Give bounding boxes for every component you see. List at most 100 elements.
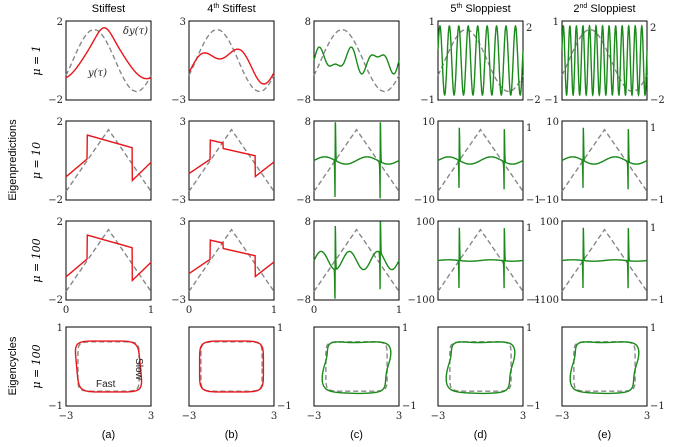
eigen-cycle — [321, 341, 392, 395]
cycle-ytick-right-top: 1 — [526, 323, 532, 334]
subplot-label-4: (e) — [598, 429, 611, 441]
row-label-2: μ = 100 — [30, 238, 43, 282]
ytick-right-top: 1 — [650, 223, 656, 234]
eigen-series — [561, 127, 648, 190]
panel-frame — [188, 120, 275, 201]
eigen-series — [188, 138, 275, 179]
panel-frame — [188, 20, 275, 101]
ytick-right-bottom: −1 — [650, 195, 665, 206]
panel-a-row3 — [65, 326, 152, 407]
panel-e-row2 — [561, 220, 648, 301]
cycle-xtick-left: −3 — [431, 411, 446, 422]
group-label-cycles: Eigencycles — [7, 336, 19, 395]
ytick-top: 1 — [553, 17, 559, 28]
reference-series — [313, 228, 400, 292]
ytick-bottom: −1 — [544, 95, 559, 106]
panel-a-row1 — [65, 120, 152, 201]
panel-a-row0 — [65, 20, 152, 101]
panel-b-row3 — [188, 326, 275, 407]
cycle-xtick-right: 3 — [644, 411, 650, 422]
eigen-series — [65, 234, 152, 283]
ytick-right-bottom: −1 — [650, 295, 665, 306]
cycle-xtick-left: −3 — [555, 411, 570, 422]
annotation-y: y(τ) — [87, 68, 107, 79]
eigen-series — [188, 238, 275, 279]
cycle-ytick-right-top: 1 — [650, 323, 656, 334]
panel-e-row0 — [561, 20, 648, 101]
cycle-ytick-right-top: 1 — [402, 323, 408, 334]
panel-b-row2 — [188, 220, 275, 301]
panel-a-row2 — [65, 220, 152, 301]
ytick-bottom: −100 — [408, 295, 435, 306]
ytick-right-top: 1 — [650, 123, 656, 134]
eigen-series — [562, 227, 647, 289]
column-title-0: Stiffest — [92, 3, 125, 15]
panel-frame — [188, 220, 275, 301]
ytick-right-top: 2 — [526, 23, 532, 34]
cycle-xtick-right: 3 — [148, 411, 154, 422]
ytick-top: 2 — [57, 17, 63, 28]
ytick-bottom: −100 — [532, 295, 559, 306]
cycle-xtick-left: −3 — [307, 411, 322, 422]
eigen-series — [188, 48, 275, 85]
eigen-cycle — [445, 341, 516, 395]
subplot-label-2: (c) — [350, 429, 363, 441]
time-xtick-right: 1 — [271, 305, 277, 316]
reference-series — [437, 228, 524, 292]
ytick-top: 8 — [305, 17, 311, 28]
subplot-label-3: (d) — [474, 429, 487, 441]
panel-frame — [188, 326, 275, 407]
row-label-1: μ = 10 — [30, 142, 43, 179]
time-xtick-left: 0 — [63, 305, 69, 316]
reference-series — [65, 228, 152, 292]
ytick-top: 10 — [422, 117, 435, 128]
cycle-ytick-right-bottom: −1 — [526, 401, 541, 412]
ytick-top: 3 — [180, 17, 186, 28]
annotation-slow: Slow — [133, 358, 144, 380]
cycle-xtick-right: 3 — [520, 411, 526, 422]
subplot-label-1: (b) — [225, 429, 238, 441]
ytick-top: 10 — [546, 117, 559, 128]
eigen-series — [313, 221, 400, 299]
panel-frame — [561, 326, 648, 407]
panel-frame — [437, 326, 524, 407]
ytick-top: 1 — [429, 17, 435, 28]
plot-grid — [65, 20, 648, 407]
ytick-bottom: −10 — [414, 195, 435, 206]
reference-cycle — [573, 341, 636, 392]
reference-series — [561, 228, 648, 292]
panel-e-row1 — [561, 120, 648, 201]
ytick-bottom: −8 — [296, 95, 311, 106]
ytick-bottom: −10 — [538, 195, 559, 206]
ytick-bottom: −8 — [296, 195, 311, 206]
annotation-dy: δy(τ) — [123, 26, 148, 37]
ytick-bottom: −1 — [420, 95, 435, 106]
group-label-predictions: Eigenpredictions — [7, 119, 19, 201]
reference-series — [437, 28, 524, 93]
panel-c-row3 — [313, 326, 400, 407]
panel-c-row2 — [313, 220, 400, 301]
reference-series — [188, 228, 275, 292]
ytick-top: 3 — [180, 217, 186, 228]
ytick-top: 8 — [305, 217, 311, 228]
eigen-series — [437, 127, 524, 190]
cycle-ytick-top: 1 — [57, 323, 63, 334]
cycle-xtick-right: 3 — [396, 411, 402, 422]
panel-frame — [65, 120, 152, 201]
panel-c-row0 — [313, 20, 400, 101]
eigen-series — [561, 23, 648, 98]
panel-frame — [65, 20, 152, 101]
eigen-series — [313, 122, 400, 199]
panel-b-row1 — [188, 120, 275, 201]
ytick-top: 2 — [57, 117, 63, 128]
ytick-top: 8 — [305, 117, 311, 128]
cycle-xtick-right: 3 — [271, 411, 277, 422]
panel-b-row0 — [188, 20, 275, 101]
reference-series — [188, 128, 275, 192]
reference-series — [313, 28, 400, 93]
reference-series — [65, 28, 152, 93]
cycle-ytick-right-bottom: −1 — [650, 401, 665, 412]
ytick-top: 2 — [57, 217, 63, 228]
reference-series — [561, 28, 648, 93]
